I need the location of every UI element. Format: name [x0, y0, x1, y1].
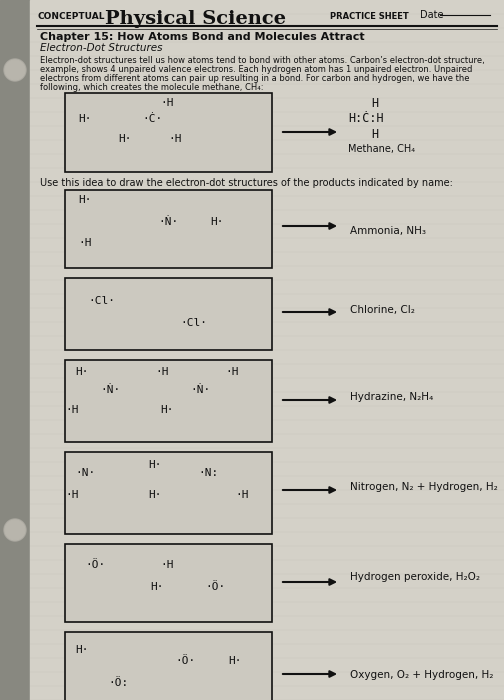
Text: ·N·: ·N·: [75, 468, 95, 478]
Text: ·H: ·H: [168, 134, 181, 144]
Text: ·Ṅ·: ·Ṅ·: [158, 217, 178, 227]
Bar: [65, 93, 272, 172]
Text: H:Ċ:H: H:Ċ:H: [348, 112, 384, 125]
Text: ·Ċ·: ·Ċ·: [142, 114, 162, 124]
Text: Electron-Dot Structures: Electron-Dot Structures: [40, 43, 162, 53]
Text: ·H: ·H: [160, 98, 173, 108]
Circle shape: [5, 60, 25, 80]
Circle shape: [4, 59, 26, 81]
Text: PRACTICE SHEET: PRACTICE SHEET: [330, 12, 409, 21]
Text: Chlorine, Cl₂: Chlorine, Cl₂: [350, 305, 415, 315]
Bar: [65, 452, 272, 534]
Text: H: H: [371, 128, 379, 141]
Text: H·: H·: [210, 217, 223, 227]
Text: H·: H·: [78, 114, 92, 124]
Text: Electron-dot structures tell us how atoms tend to bond with other atoms. Carbon’: Electron-dot structures tell us how atom…: [40, 56, 485, 65]
Text: Methane, CH₄: Methane, CH₄: [348, 144, 415, 154]
Text: following, which creates the molecule methane, CH₄:: following, which creates the molecule me…: [40, 83, 264, 92]
Text: ·H: ·H: [225, 367, 238, 377]
Text: H·: H·: [148, 490, 161, 500]
Text: ·N:: ·N:: [198, 468, 218, 478]
Circle shape: [5, 520, 25, 540]
Text: ·H: ·H: [78, 238, 92, 248]
Text: ·Ö·: ·Ö·: [205, 582, 225, 592]
Text: ·H: ·H: [155, 367, 168, 377]
Text: ·H: ·H: [65, 405, 79, 415]
Text: ·Ṅ·: ·Ṅ·: [100, 385, 120, 395]
Bar: [65, 278, 272, 350]
Text: ·H: ·H: [160, 560, 173, 570]
Bar: [65, 190, 272, 268]
Text: Hydrazine, N₂H₄: Hydrazine, N₂H₄: [350, 392, 433, 402]
Text: Oxygen, O₂ + Hydrogen, H₂: Oxygen, O₂ + Hydrogen, H₂: [350, 670, 493, 680]
Text: Chapter 15: How Atoms Bond and Molecules Attract: Chapter 15: How Atoms Bond and Molecules…: [40, 32, 364, 42]
Text: ·Cl·: ·Cl·: [88, 296, 115, 306]
Text: H: H: [371, 97, 379, 110]
Text: H·: H·: [75, 367, 89, 377]
Circle shape: [4, 519, 26, 541]
Text: ·Cl·: ·Cl·: [180, 318, 207, 328]
Text: Hydrogen peroxide, H₂O₂: Hydrogen peroxide, H₂O₂: [350, 572, 480, 582]
Text: ·Ṅ·: ·Ṅ·: [190, 385, 210, 395]
Text: Physical Science: Physical Science: [105, 10, 286, 28]
Text: CONCEPTUAL: CONCEPTUAL: [37, 12, 104, 21]
Text: H·: H·: [228, 656, 241, 666]
Text: H·: H·: [75, 645, 89, 655]
Text: H·: H·: [148, 460, 161, 470]
Text: example, shows 4 unpaired valence electrons. Each hydrogen atom has 1 unpaired e: example, shows 4 unpaired valence electr…: [40, 65, 472, 74]
Text: Use this idea to draw the electron-dot structures of the products indicated by n: Use this idea to draw the electron-dot s…: [40, 178, 453, 188]
Bar: [65, 360, 272, 442]
Text: H·: H·: [78, 195, 92, 205]
Text: ·Ö·: ·Ö·: [85, 560, 105, 570]
Text: ·H: ·H: [65, 490, 79, 500]
Text: electrons from different atoms can pair up resulting in a bond. For carbon and h: electrons from different atoms can pair …: [40, 74, 470, 83]
Text: H·: H·: [150, 582, 163, 592]
Text: H·: H·: [118, 134, 132, 144]
Text: Nitrogen, N₂ + Hydrogen, H₂: Nitrogen, N₂ + Hydrogen, H₂: [350, 482, 498, 492]
Text: ·Ö:: ·Ö:: [108, 678, 128, 688]
Text: ·H: ·H: [235, 490, 248, 500]
Text: H·: H·: [160, 405, 173, 415]
Bar: [65, 632, 272, 700]
Bar: [0, 0, 30, 700]
Text: ·Ö·: ·Ö·: [175, 656, 195, 666]
Text: Ammonia, NH₃: Ammonia, NH₃: [350, 226, 426, 236]
Text: Date: Date: [420, 10, 444, 20]
Bar: [65, 544, 272, 622]
